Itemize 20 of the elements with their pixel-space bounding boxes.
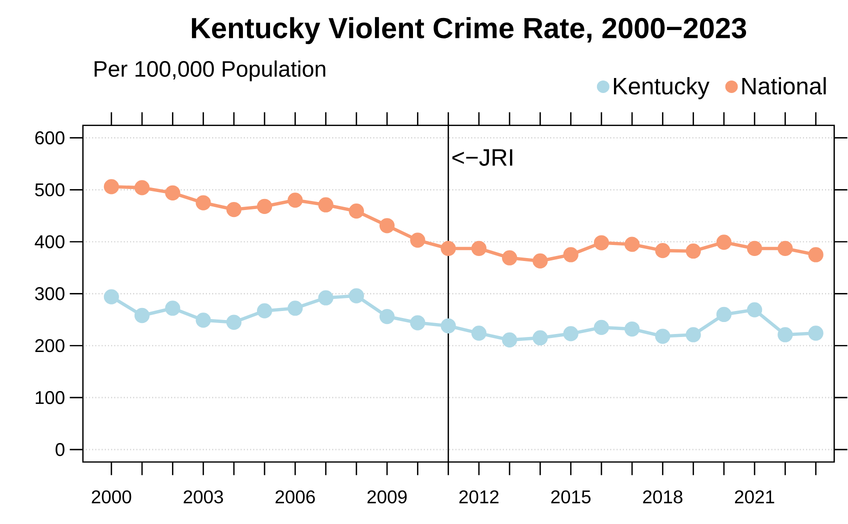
x-tick-label: 2003 (184, 490, 223, 504)
y-tick-label: 300 (35, 287, 64, 300)
chart-title: Kentucky Violent Crime Rate, 2000−2023 (192, 16, 746, 44)
x-tick-label: 2006 (276, 490, 315, 504)
y-tick-label: 100 (36, 390, 64, 404)
legend-label: National (742, 77, 826, 94)
y-tick-label: 400 (34, 235, 64, 248)
x-tick-label: 2018 (643, 490, 682, 504)
x-tick-label: 2021 (735, 490, 774, 504)
y-tick-label: 0 (56, 442, 64, 456)
x-tick-label: 2009 (367, 490, 407, 504)
y-tick-label: 500 (35, 183, 64, 196)
x-tick-label: 2000 (92, 490, 132, 504)
y-tick-label: 600 (35, 131, 64, 144)
chart-subtitle: Per 100,000 Population (94, 60, 326, 82)
ref-line-label: <−JRI (452, 149, 512, 166)
x-tick-label: 2012 (459, 490, 499, 504)
y-tick-label: 200 (35, 339, 64, 352)
legend-label: Kentucky (614, 77, 710, 100)
x-tick-label: 2015 (551, 490, 591, 504)
